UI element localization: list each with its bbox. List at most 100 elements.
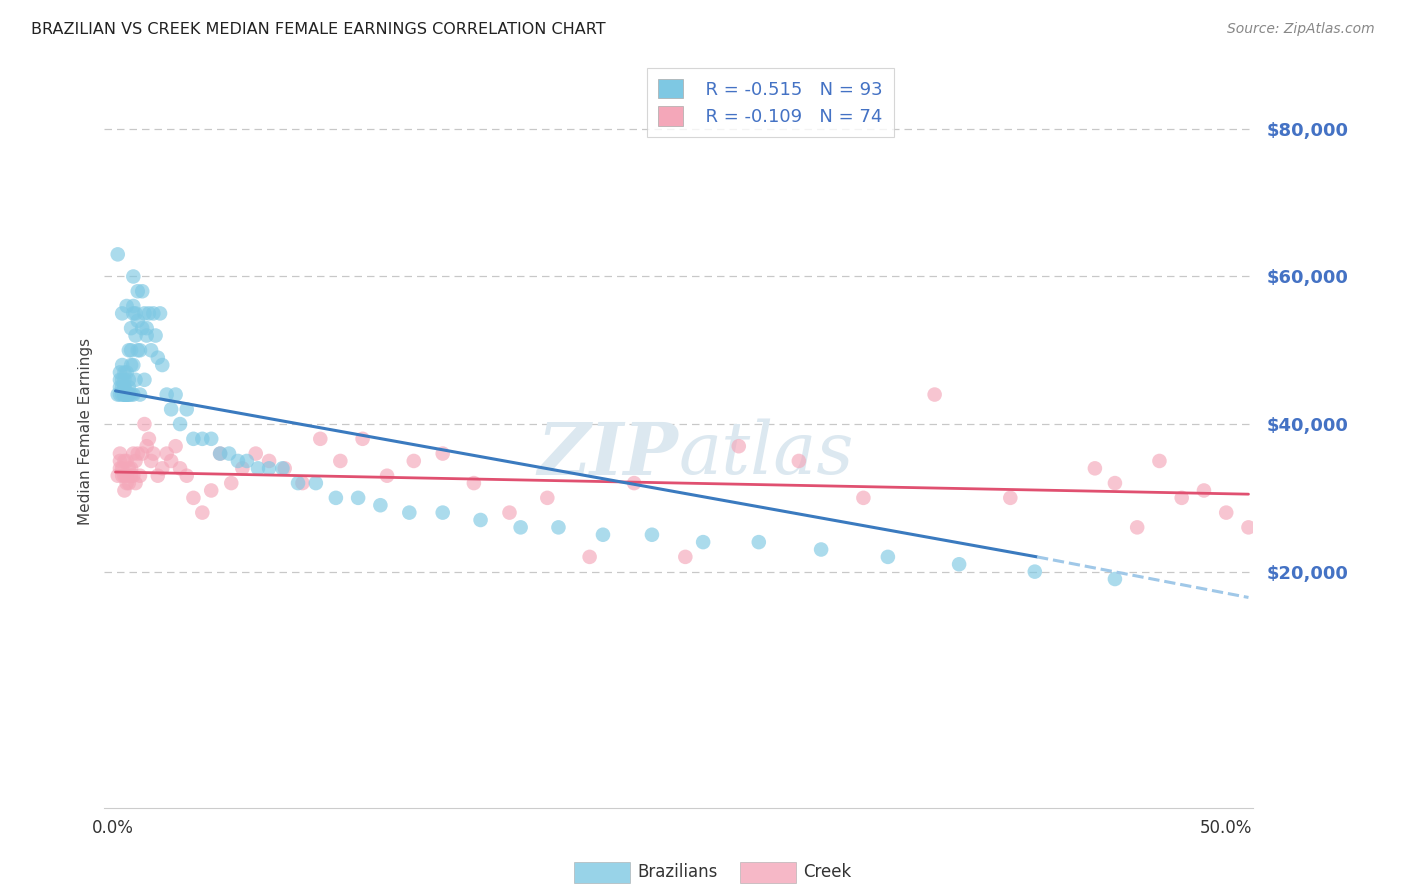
Point (1215, 506, 1237, 520)
Text: ZIP: ZIP (537, 418, 679, 490)
Point (146, 468, 169, 483)
Point (139, 454, 162, 468)
Point (191, 506, 214, 520)
Point (257, 454, 280, 468)
Point (108, 454, 131, 468)
Point (118, 343, 141, 358)
Point (226, 454, 249, 468)
Point (271, 461, 294, 475)
Point (134, 417, 156, 431)
Point (124, 373, 146, 387)
Point (432, 506, 454, 520)
Point (124, 476, 146, 491)
Point (329, 454, 352, 468)
Point (139, 343, 162, 358)
Point (138, 432, 160, 446)
Point (112, 373, 135, 387)
Point (748, 535, 770, 549)
Point (107, 387, 129, 401)
Point (150, 358, 173, 372)
Point (115, 468, 138, 483)
Point (120, 468, 142, 483)
Point (142, 446, 165, 460)
Point (115, 454, 138, 468)
Point (209, 446, 232, 460)
Point (131, 321, 153, 335)
Point (120, 387, 142, 401)
Point (305, 476, 328, 491)
Point (138, 306, 160, 320)
Point (108, 387, 131, 401)
Point (727, 439, 749, 453)
Point (122, 269, 145, 284)
Point (183, 432, 205, 446)
Text: BRAZILIAN VS CREEK MEDIAN FEMALE EARNINGS CORRELATION CHART: BRAZILIAN VS CREEK MEDIAN FEMALE EARNING… (31, 22, 606, 37)
Point (131, 285, 153, 299)
Point (1170, 491, 1192, 505)
Point (129, 343, 152, 358)
Point (402, 454, 425, 468)
Point (245, 446, 267, 460)
Point (145, 328, 167, 343)
Point (347, 491, 370, 505)
Point (246, 461, 269, 475)
Point (231, 461, 253, 475)
Point (142, 306, 165, 320)
Point (787, 454, 810, 468)
Point (135, 321, 157, 335)
Point (115, 366, 138, 380)
Point (118, 461, 141, 475)
Point (375, 468, 398, 483)
Point (134, 373, 156, 387)
Point (1126, 520, 1149, 534)
Point (112, 387, 135, 401)
Point (200, 432, 222, 446)
Point (115, 476, 138, 491)
Point (498, 506, 520, 520)
Point (948, 558, 970, 572)
Point (122, 358, 145, 372)
Point (111, 380, 134, 394)
Point (876, 549, 898, 564)
Point (131, 446, 153, 460)
Point (291, 476, 314, 491)
Point (122, 306, 145, 320)
Point (309, 432, 332, 446)
Point (111, 468, 134, 483)
Point (257, 461, 280, 475)
Point (111, 358, 134, 372)
Point (129, 468, 152, 483)
Point (370, 498, 392, 512)
Text: Brazilians: Brazilians (637, 863, 717, 881)
Point (115, 299, 138, 313)
Point (165, 387, 187, 401)
Point (641, 527, 664, 541)
Point (108, 446, 131, 460)
Point (111, 387, 134, 401)
Point (122, 446, 145, 460)
Point (124, 454, 146, 468)
Point (1326, 491, 1348, 505)
Point (325, 491, 347, 505)
Point (578, 549, 600, 564)
Point (160, 454, 183, 468)
Point (107, 247, 129, 261)
Point (673, 549, 696, 564)
Point (124, 328, 146, 343)
Point (1303, 520, 1326, 534)
Point (692, 535, 714, 549)
Legend:   R = -0.515   N = 93,   R = -0.109   N = 74: R = -0.515 N = 93, R = -0.109 N = 74 (647, 68, 894, 136)
Point (160, 402, 183, 417)
Point (592, 527, 614, 541)
Point (118, 380, 141, 394)
Point (111, 461, 134, 475)
Point (135, 328, 157, 343)
Point (1000, 491, 1022, 505)
Point (111, 306, 134, 320)
Point (135, 439, 157, 453)
Point (1282, 506, 1305, 520)
Point (183, 491, 205, 505)
Point (127, 446, 149, 460)
Point (127, 343, 149, 358)
Point (1024, 565, 1046, 579)
